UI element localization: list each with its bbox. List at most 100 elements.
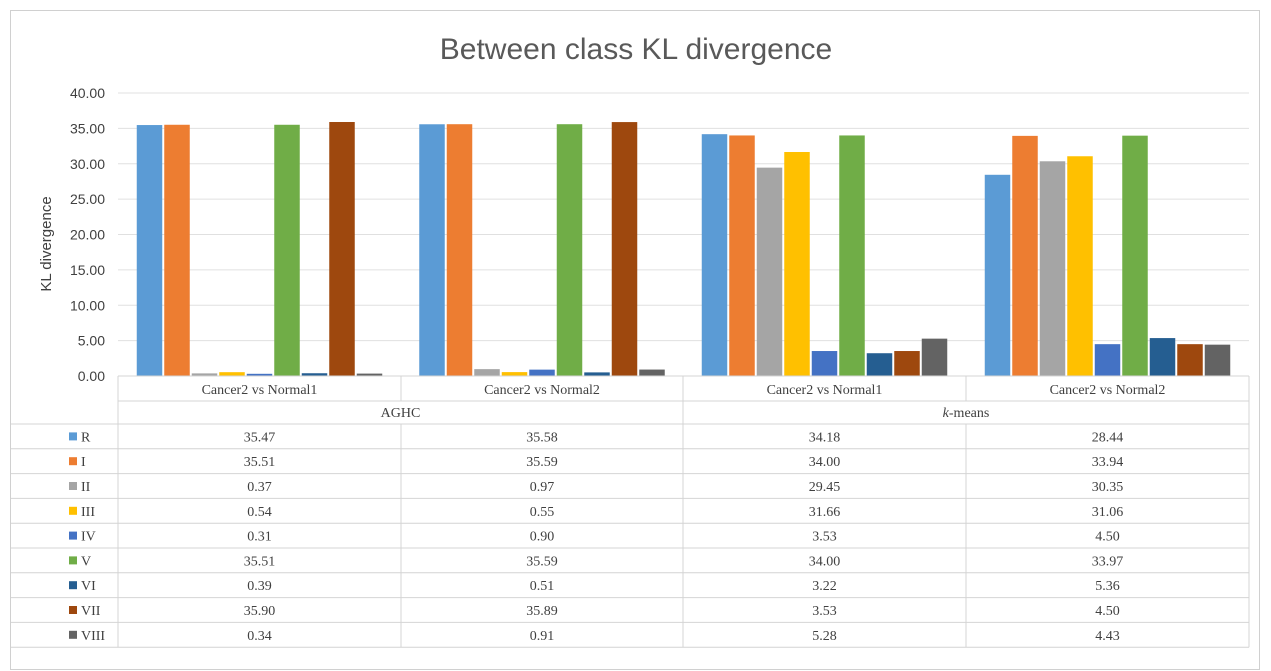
group-label-text: AGHC xyxy=(381,406,421,421)
bar-v-2 xyxy=(556,124,583,377)
table-value: 33.97 xyxy=(1092,554,1124,569)
bar-vii-2 xyxy=(611,122,638,376)
bar-vi-4 xyxy=(1149,338,1176,376)
y-tick-label: 15.00 xyxy=(70,262,105,278)
table-value: 0.97 xyxy=(530,480,555,495)
table-value: 35.89 xyxy=(526,604,558,619)
table-value: 0.90 xyxy=(530,530,555,545)
series-name: IV xyxy=(81,530,96,545)
series-name: II xyxy=(81,480,91,495)
table-value: 34.00 xyxy=(809,455,841,470)
bar-iv-4 xyxy=(1094,344,1121,376)
y-tick-label: 10.00 xyxy=(70,297,105,313)
series-name: VII xyxy=(81,604,101,619)
bar-iii-2 xyxy=(501,372,528,376)
grid-layer xyxy=(118,92,1249,377)
table-value: 0.91 xyxy=(530,629,555,644)
legend-key-iii xyxy=(69,506,77,515)
bar-vii-3 xyxy=(894,351,920,376)
bar-v-1 xyxy=(274,124,300,376)
table-value: 0.54 xyxy=(247,505,272,520)
table-value: 35.58 xyxy=(526,430,558,445)
table-value: 3.53 xyxy=(812,530,837,545)
y-tick-label: 35.00 xyxy=(70,120,105,136)
chart-svg: Between class KL divergence KL divergenc… xyxy=(11,33,1250,648)
bar-viii-4 xyxy=(1204,344,1231,376)
table-value: 4.50 xyxy=(1095,530,1120,545)
bar-iii-1 xyxy=(219,372,245,376)
legend-key-vii xyxy=(69,606,77,614)
bar-r-3 xyxy=(701,134,728,376)
y-tick-label: 25.00 xyxy=(70,191,105,207)
chart-frame: Between class KL divergence KL divergenc… xyxy=(10,10,1260,670)
chart-title: Between class KL divergence xyxy=(440,33,832,66)
series-name: R xyxy=(81,430,91,445)
table-value: 31.06 xyxy=(1092,505,1124,520)
category-label: Cancer2 vs Normal1 xyxy=(767,383,883,398)
bar-v-3 xyxy=(839,135,865,376)
table-value: 31.66 xyxy=(809,505,841,520)
legend-key-r xyxy=(69,432,77,441)
category-label: Cancer2 vs Normal2 xyxy=(484,383,600,398)
bar-iv-3 xyxy=(811,351,838,376)
table-value: 35.51 xyxy=(244,554,276,569)
table-value: 35.90 xyxy=(244,604,276,619)
bar-i-3 xyxy=(729,135,755,376)
legend-key-v xyxy=(69,556,77,565)
y-tick-labels: 0.00 5.00 10.00 15.00 20.00 25.00 30.00 35.00 40… xyxy=(70,85,105,384)
category-label: Cancer2 vs Normal2 xyxy=(1050,383,1166,398)
legend-key-vi xyxy=(69,581,77,590)
table-value: 0.37 xyxy=(247,480,272,495)
bar-vii-1 xyxy=(329,122,355,376)
legend-key-ii xyxy=(69,482,77,490)
group-label: AGHC xyxy=(381,406,421,421)
bar-iii-4 xyxy=(1067,156,1093,376)
bar-i-1 xyxy=(164,124,190,376)
bar-viii-2 xyxy=(639,369,665,376)
legend-key-viii xyxy=(69,630,77,639)
bar-r-1 xyxy=(136,125,163,377)
table-value: 0.55 xyxy=(530,505,555,520)
table-value: 34.00 xyxy=(809,554,841,569)
bar-viii-1 xyxy=(356,373,383,376)
y-tick-label: 0.00 xyxy=(78,368,105,384)
data-table: Cancer2 vs Normal1 Cancer2 vs Normal2 Canc… xyxy=(11,375,1250,648)
bar-iv-1 xyxy=(246,373,273,376)
y-axis-label: KL divergence xyxy=(38,196,55,291)
table-value: 5.36 xyxy=(1095,579,1120,594)
series-name: III xyxy=(81,505,95,520)
bar-r-4 xyxy=(984,174,1011,376)
group-label-text: -means xyxy=(949,406,989,421)
category-label: Cancer2 vs Normal1 xyxy=(202,383,318,398)
table-value: 4.50 xyxy=(1095,604,1120,619)
table-value: 4.43 xyxy=(1095,629,1120,644)
table-value: 0.39 xyxy=(247,579,272,594)
table-value: 34.18 xyxy=(809,430,841,445)
bar-ii-1 xyxy=(191,373,218,376)
table-value: 3.53 xyxy=(812,604,837,619)
bar-i-2 xyxy=(446,124,473,377)
bar-ii-3 xyxy=(756,167,783,376)
legend-key-i xyxy=(69,457,77,466)
table-value: 3.22 xyxy=(812,579,837,594)
legend-key-iv xyxy=(69,531,77,540)
bar-vii-4 xyxy=(1177,344,1203,376)
bar-viii-3 xyxy=(921,338,948,376)
table-value: 0.34 xyxy=(247,629,272,644)
bar-iv-2 xyxy=(529,369,555,376)
bar-vi-2 xyxy=(584,372,610,376)
series-name: V xyxy=(81,554,91,569)
table-value: 35.51 xyxy=(244,455,276,470)
bar-vi-3 xyxy=(866,353,893,376)
table-value: 0.31 xyxy=(247,530,272,545)
table-value: 35.59 xyxy=(526,554,558,569)
series-name: VIII xyxy=(81,629,105,644)
table-value: 29.45 xyxy=(809,480,841,495)
table-value: 33.94 xyxy=(1092,455,1124,470)
table-value: 30.35 xyxy=(1092,480,1124,495)
bar-iii-3 xyxy=(784,152,810,376)
table-value: 0.51 xyxy=(530,579,555,594)
bar-r-2 xyxy=(419,124,445,376)
bar-layer xyxy=(136,122,1231,377)
table-value: 5.28 xyxy=(812,629,837,644)
